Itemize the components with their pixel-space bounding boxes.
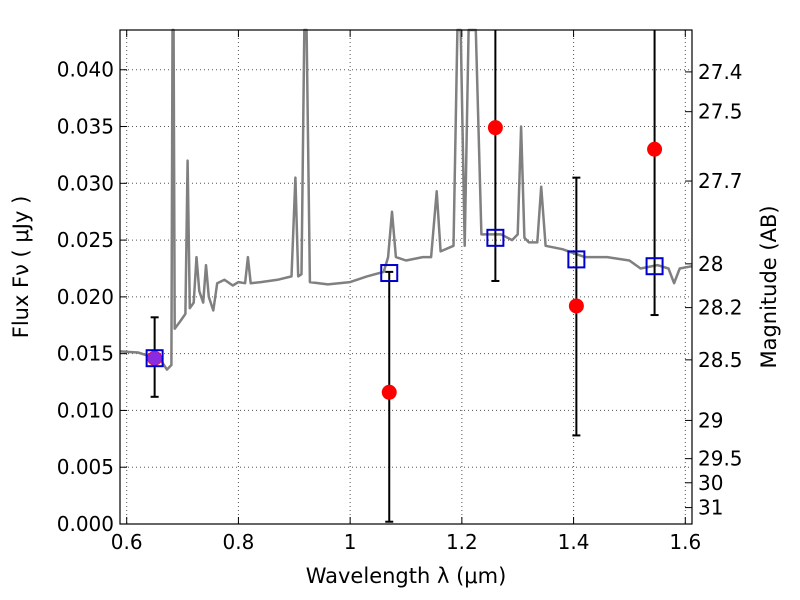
y-axis-label: Flux Fν ( μJy ) bbox=[9, 196, 33, 339]
right-tick-label: 29.5 bbox=[698, 447, 743, 471]
labels: Wavelength λ (μm) Flux Fν ( μJy ) Magnit… bbox=[9, 196, 781, 588]
observed-flux-point bbox=[487, 120, 503, 136]
x-tick-label: 1.2 bbox=[446, 530, 478, 554]
right-tick-label: 31 bbox=[698, 496, 723, 520]
right-tick-label: 28.2 bbox=[698, 296, 743, 320]
observed-flux-point bbox=[647, 141, 663, 157]
model-flux-point bbox=[567, 250, 586, 269]
y-tick-label: 0.025 bbox=[57, 228, 114, 252]
y-tick-label: 0.040 bbox=[57, 58, 114, 82]
y-tick-label: 0.015 bbox=[57, 342, 114, 366]
x-tick-label: 0.6 bbox=[111, 530, 143, 554]
x-tick-label: 1.4 bbox=[558, 530, 590, 554]
model-flux-point bbox=[486, 228, 505, 247]
ticks: 0.6 0.8 1 1.2 1.4 1.6 0.000 0.005 0.010 0.015 0.02… bbox=[57, 30, 743, 554]
right-tick-label: 28.5 bbox=[698, 348, 743, 372]
right-axis-label: Magnitude (AB) bbox=[757, 205, 781, 368]
y-tick-label: 0.030 bbox=[57, 171, 114, 195]
right-tick-label: 27.7 bbox=[698, 169, 743, 193]
observed-flux-point bbox=[568, 298, 584, 314]
series-layer bbox=[119, 28, 693, 523]
y-tick-label: 0.035 bbox=[57, 115, 114, 139]
right-tick-label: 29 bbox=[698, 408, 723, 432]
observed-flux-point bbox=[381, 384, 397, 400]
x-axis-label: Wavelength λ (μm) bbox=[306, 564, 507, 588]
right-tick-label: 28 bbox=[698, 252, 723, 276]
model-spectrum-line bbox=[119, 28, 693, 371]
x-tick-label: 0.8 bbox=[223, 530, 255, 554]
model-flux-point bbox=[380, 264, 399, 283]
y-tick-label: 0.020 bbox=[57, 285, 114, 309]
plot-frame bbox=[119, 29, 693, 525]
model-flux-point bbox=[645, 257, 664, 276]
y-tick-label: 0.000 bbox=[57, 512, 114, 536]
right-tick-label: 30 bbox=[698, 471, 723, 495]
x-tick-label: 1 bbox=[344, 530, 357, 554]
y-tick-label: 0.005 bbox=[57, 455, 114, 479]
y-tick-label: 0.010 bbox=[57, 398, 114, 422]
x-tick-label: 1.6 bbox=[669, 530, 701, 554]
right-tick-label: 27.5 bbox=[698, 100, 743, 124]
model-flux-point bbox=[145, 349, 164, 368]
right-tick-label: 27.4 bbox=[698, 60, 743, 84]
overlap-point bbox=[147, 351, 162, 366]
